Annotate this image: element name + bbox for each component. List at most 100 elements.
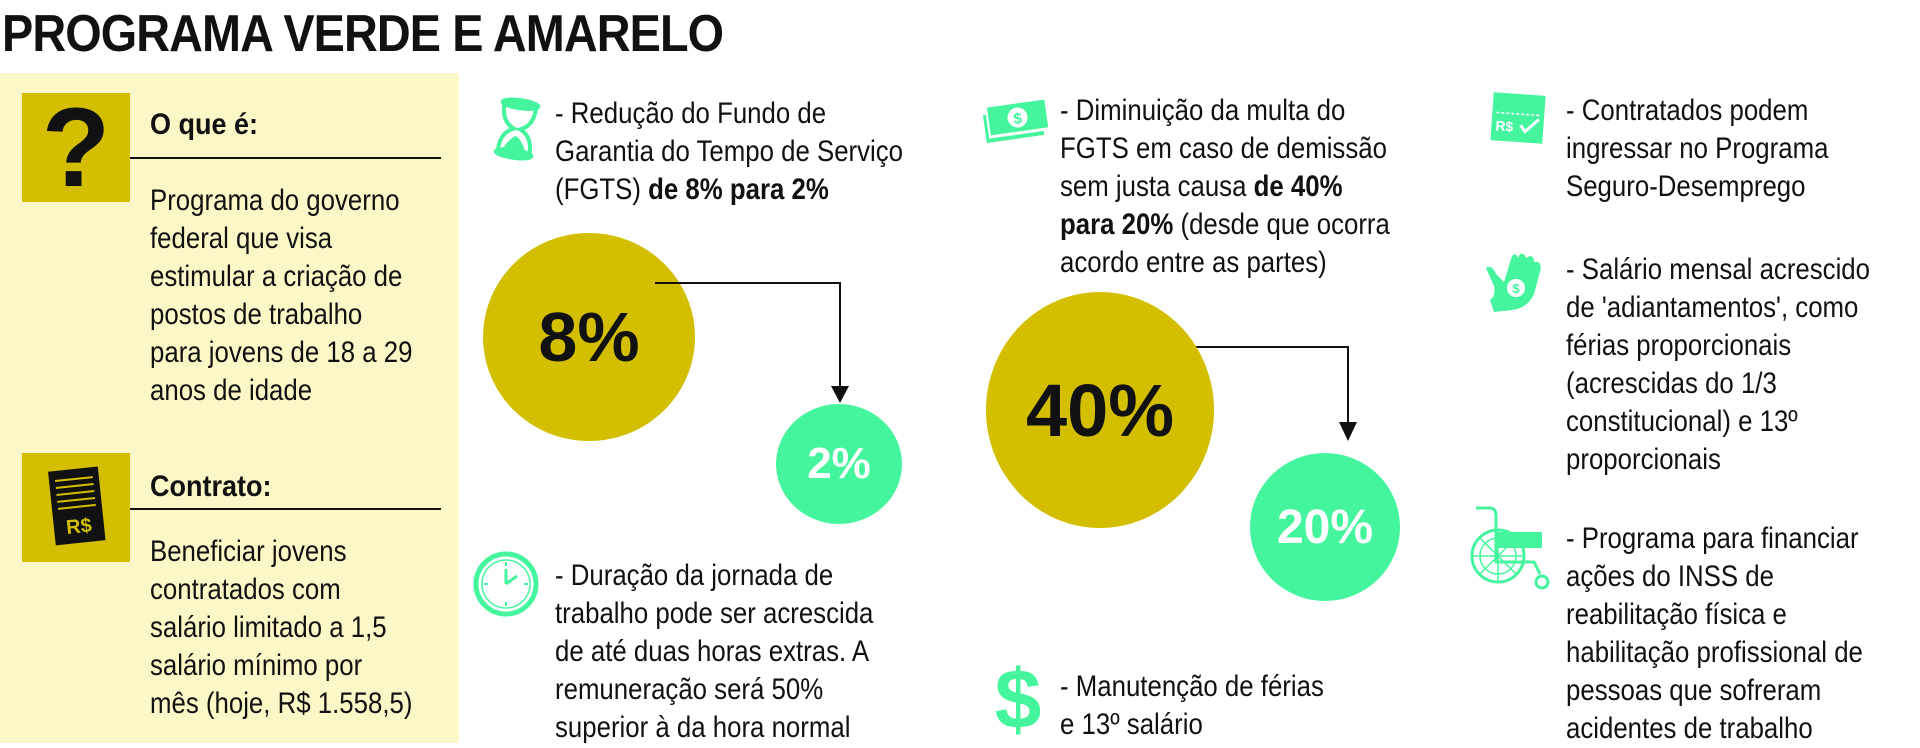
text: habilitação profissional de bbox=[1566, 636, 1863, 669]
text-line: acidentes de trabalho bbox=[1566, 710, 1863, 748]
text: - Manutenção de férias bbox=[1060, 670, 1324, 703]
text: sem justa causa bbox=[1060, 170, 1254, 203]
text-line: - Diminuição da multa do bbox=[1060, 92, 1390, 130]
clock-icon bbox=[473, 551, 539, 617]
rate-after-circle: 2% bbox=[776, 404, 902, 524]
text: acidentes de trabalho bbox=[1566, 712, 1813, 745]
payment-ticket-icon: R$ bbox=[1488, 90, 1548, 146]
text-line: - Salário mensal acrescido bbox=[1566, 251, 1870, 289]
inss-rehabilitation-text: - Programa para financiar ações do INSS d… bbox=[1566, 520, 1863, 748]
divider bbox=[130, 157, 441, 159]
text-line: contratados com bbox=[150, 573, 341, 606]
text: - Diminuição da multa do bbox=[1060, 94, 1346, 127]
text: ingressar no Programa bbox=[1566, 132, 1829, 165]
text: FGTS em caso de demissão bbox=[1060, 132, 1387, 165]
text: (acrescidas do 1/3 bbox=[1566, 367, 1777, 400]
work-hours-text: - Duração da jornada de trabalho pode ser… bbox=[555, 557, 873, 747]
contract-description: Beneficiar jovens contratados com salário … bbox=[150, 533, 412, 723]
text-line: Garantia do Tempo de Serviço bbox=[555, 133, 903, 171]
svg-text:$: $ bbox=[1012, 110, 1023, 128]
text-line: constitucional) e 13º bbox=[1566, 403, 1870, 441]
fine-after-circle: 20% bbox=[1250, 453, 1400, 601]
text: acordo entre as partes) bbox=[1060, 246, 1327, 279]
text: de até duas horas extras. A bbox=[555, 635, 870, 668]
text-line: postos de trabalho bbox=[150, 298, 363, 331]
text-line: pessoas que sofreram bbox=[1566, 672, 1863, 710]
text-line: ingressar no Programa bbox=[1566, 130, 1828, 168]
text-line: FGTS em caso de demissão bbox=[1060, 130, 1390, 168]
text: trabalho pode ser acrescida bbox=[555, 597, 874, 630]
text: superior à da hora normal bbox=[555, 711, 851, 744]
text: ações do INSS de bbox=[1566, 560, 1774, 593]
text: (FGTS) bbox=[555, 173, 649, 206]
text-line: - Contratados podem bbox=[1566, 92, 1828, 130]
text-line: ações do INSS de bbox=[1566, 558, 1863, 596]
fine-before-label: 40% bbox=[1025, 368, 1175, 452]
text-line: salário limitado a 1,5 bbox=[150, 611, 387, 644]
wheelchair-icon bbox=[1468, 506, 1552, 590]
dollar-sign-icon: $ bbox=[990, 652, 1046, 746]
text: - Duração da jornada de bbox=[555, 559, 834, 592]
text-line: remuneração será 50% bbox=[555, 671, 873, 709]
text-line: reabilitação física e bbox=[1566, 596, 1863, 634]
text-line: - Duração da jornada de bbox=[555, 557, 873, 595]
bold-text: de 40% bbox=[1253, 170, 1343, 203]
text-line: proporcionais bbox=[1566, 441, 1870, 479]
text-line: habilitação profissional de bbox=[1566, 634, 1863, 672]
money-bills-icon: $ bbox=[980, 95, 1049, 147]
text-line: anos de idade bbox=[150, 374, 313, 407]
text-line: Programa do governo bbox=[150, 184, 400, 217]
text: - Salário mensal acrescido bbox=[1566, 253, 1870, 286]
monthly-salary-text: - Salário mensal acrescido de 'adiantamen… bbox=[1566, 251, 1870, 479]
text: (desde que ocorra bbox=[1173, 208, 1390, 241]
text: pessoas que sofreram bbox=[1566, 674, 1822, 707]
fine-before-circle: 40% bbox=[986, 292, 1214, 528]
text-line: férias proporcionais bbox=[1566, 327, 1870, 365]
divider bbox=[130, 508, 441, 510]
bold-text: de 8% para 2% bbox=[648, 173, 829, 206]
arrow-fgts bbox=[655, 282, 849, 403]
text: reabilitação física e bbox=[1566, 598, 1787, 631]
svg-text:R$: R$ bbox=[1495, 117, 1514, 134]
text-line: - Manutenção de férias bbox=[1060, 668, 1324, 706]
svg-text:$: $ bbox=[1512, 281, 1520, 296]
rate-before-label: 8% bbox=[538, 298, 640, 376]
text-line: - Redução do Fundo de bbox=[555, 95, 903, 133]
text-line: - Programa para financiar bbox=[1566, 520, 1863, 558]
text-line: federal que visa bbox=[150, 222, 333, 255]
text: de 'adiantamentos', como bbox=[1566, 291, 1859, 324]
text: férias proporcionais bbox=[1566, 329, 1792, 362]
text-line: (FGTS) de 8% para 2% bbox=[555, 171, 903, 209]
text-line: trabalho pode ser acrescida bbox=[555, 595, 873, 633]
what-description: Programa do governo federal que visa estim… bbox=[150, 182, 413, 410]
text: - Redução do Fundo de bbox=[555, 97, 827, 130]
what-heading: O que é: bbox=[150, 108, 259, 141]
text-line: mês (hoje, R$ 1.558,5) bbox=[150, 687, 413, 720]
text-line: acordo entre as partes) bbox=[1060, 244, 1390, 282]
text-line: para 20% (desde que ocorra bbox=[1060, 206, 1390, 244]
arrow-fine bbox=[1176, 346, 1357, 441]
text: - Programa para financiar bbox=[1566, 522, 1859, 555]
hourglass-icon bbox=[492, 97, 542, 161]
rate-before-circle: 8% bbox=[483, 233, 695, 441]
fine-reduction-text: - Diminuição da multa do FGTS em caso de … bbox=[1060, 92, 1390, 282]
text-line: e 13º salário bbox=[1060, 706, 1324, 744]
text: remuneração será 50% bbox=[555, 673, 824, 706]
text: proporcionais bbox=[1566, 443, 1721, 476]
fgts-reduction-text: - Redução do Fundo de Garantia do Tempo d… bbox=[555, 95, 903, 209]
text: Seguro-Desemprego bbox=[1566, 170, 1806, 203]
contract-heading: Contrato: bbox=[150, 470, 272, 503]
fine-after-label: 20% bbox=[1276, 500, 1374, 554]
unemployment-insurance-text: - Contratados podem ingressar no Programa… bbox=[1566, 92, 1828, 206]
text-line: Beneficiar jovens bbox=[150, 535, 347, 568]
question-mark-icon: ? bbox=[22, 92, 130, 204]
text-line: (acrescidas do 1/3 bbox=[1566, 365, 1870, 403]
text-line: sem justa causa de 40% bbox=[1060, 168, 1390, 206]
text-line: para jovens de 18 a 29 bbox=[150, 336, 413, 369]
rate-after-label: 2% bbox=[807, 439, 871, 488]
text-line: superior à da hora normal bbox=[555, 709, 873, 747]
text-line: de até duas horas extras. A bbox=[555, 633, 873, 671]
svg-text:R$: R$ bbox=[65, 515, 93, 540]
text-line: estimular a criação de bbox=[150, 260, 403, 293]
text: constitucional) e 13º bbox=[1566, 405, 1798, 438]
